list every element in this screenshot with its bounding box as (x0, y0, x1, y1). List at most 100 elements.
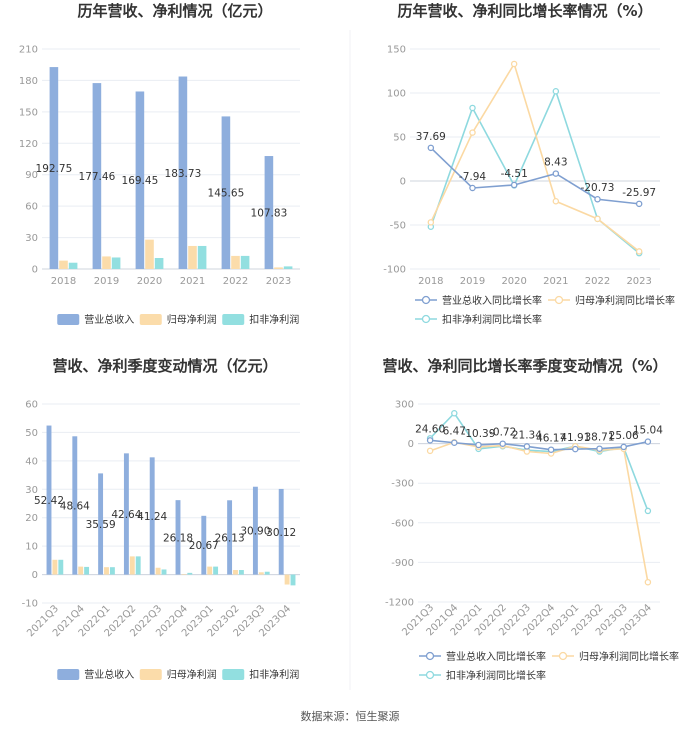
x-tick-label: 2023 (266, 276, 291, 287)
legend-label: 扣非净利润同比增长率 (446, 669, 546, 682)
bar (49, 67, 59, 269)
legend-label: 归母净利润同比增长率 (579, 650, 679, 663)
y-tick-label: 0 (408, 439, 414, 450)
data-point (427, 219, 435, 226)
bar (123, 453, 129, 575)
data-label: -10.39 (462, 428, 496, 440)
data-point (426, 447, 434, 455)
data-point (469, 104, 476, 112)
bar (46, 425, 52, 575)
bar (155, 567, 161, 575)
annual_bar-chart: 历年营收、净利情况（亿元） 0 30 60 90 120 150 180 210 2018 2019… (19, 2, 300, 326)
bar (78, 566, 84, 575)
bar (178, 76, 188, 269)
data-label: -4.51 (501, 168, 528, 180)
data-label: 25.06 (609, 430, 639, 442)
bar (84, 566, 90, 575)
y-tick-label: 20 (25, 513, 38, 524)
legend-label: 归母净利润同比增长率 (575, 294, 675, 307)
data-point (594, 195, 601, 203)
x-tick-label: 2022 (585, 276, 610, 287)
quarterly_growth-chart: 营收、净利同比增长率季度变动情况（%） -1200 -900 -600 -300 0 300… (382, 357, 679, 682)
x-tick-label: 2019 (94, 276, 119, 287)
data-point (426, 437, 434, 444)
data-point (635, 200, 643, 208)
data-point (644, 438, 652, 445)
y-tick-label: 150 (19, 107, 38, 118)
data-point (552, 170, 560, 177)
data-point (451, 439, 458, 446)
bar (278, 488, 284, 575)
data-label: 52.42 (34, 495, 64, 507)
bar (264, 571, 270, 575)
legend-swatch (139, 314, 162, 325)
data-label: 42.64 (111, 509, 141, 521)
bar (188, 245, 197, 269)
y-tick-label: 50 (25, 428, 38, 439)
legend-swatch (139, 669, 162, 680)
data-label: 21.34 (512, 429, 542, 441)
data-label: 26.18 (163, 532, 193, 544)
bar (161, 569, 167, 575)
y-tick-label: 0 (32, 570, 38, 581)
x-tick-label: 2023 (626, 276, 651, 287)
legend-label: 归母净利润 (167, 668, 217, 681)
data-point (469, 184, 476, 192)
data-label: -7.94 (459, 171, 486, 183)
data-point (523, 443, 531, 450)
bar (104, 567, 109, 575)
x-tick-label: 2020 (501, 276, 526, 287)
annual_growth-chart: 历年营收、净利同比增长率情况（%） -100 -50 0 50 100 150 2018 201… (383, 2, 675, 326)
data-label: 30.12 (266, 527, 296, 539)
y-tick-label: -10 (22, 599, 38, 610)
data-label: 145.65 (208, 188, 245, 200)
y-tick-label: 0 (32, 265, 38, 276)
bar (283, 266, 293, 269)
bar (68, 262, 78, 269)
bar (231, 255, 240, 269)
legend-label: 营业总收入 (84, 313, 134, 326)
bar (58, 559, 64, 575)
data-label: 8.43 (544, 157, 567, 169)
y-tick-label: -100 (383, 265, 406, 276)
data-point (572, 445, 579, 453)
bar (135, 91, 145, 269)
legend-label: 营业总收入同比增长率 (446, 650, 546, 663)
data-point (547, 446, 555, 453)
series-line (430, 439, 649, 451)
series-line (429, 441, 649, 583)
bar (135, 556, 141, 575)
y-tick-label: -1200 (385, 598, 414, 609)
bar (258, 572, 264, 575)
y-tick-label: 50 (393, 133, 406, 144)
data-label: 37.69 (416, 131, 446, 143)
legend-label: 归母净利润 (167, 313, 217, 326)
bar (154, 258, 164, 269)
legend-marker (425, 651, 435, 661)
legend-swatch (222, 314, 245, 325)
x-tick-label: 2020 (137, 276, 162, 287)
quarterly_bar-chart: 营收、净利季度变动情况（亿元）-1001020304050602021Q3202… (22, 357, 300, 681)
bar (187, 572, 193, 575)
data-label: 41.91 (560, 432, 590, 444)
bar (197, 245, 207, 269)
data-point (510, 181, 518, 189)
data-label: 26.13 (215, 532, 245, 544)
annual_growth-title: 历年营收、净利同比增长率情况（%） (397, 2, 652, 20)
data-source-text: 数据来源：恒生聚源 (300, 710, 400, 723)
y-tick-label: 150 (387, 45, 406, 56)
legend-label: 扣非净利润 (249, 313, 299, 326)
legend-marker (425, 670, 435, 680)
bar (264, 156, 274, 269)
data-label: 6.47 (443, 426, 466, 438)
data-point (499, 440, 506, 447)
data-point (552, 197, 560, 205)
x-tick-label: 2022 (223, 276, 248, 287)
y-tick-label: 10 (25, 542, 38, 553)
x-tick-label: 2021 (543, 276, 568, 287)
bar (52, 559, 58, 575)
data-point (451, 409, 458, 417)
